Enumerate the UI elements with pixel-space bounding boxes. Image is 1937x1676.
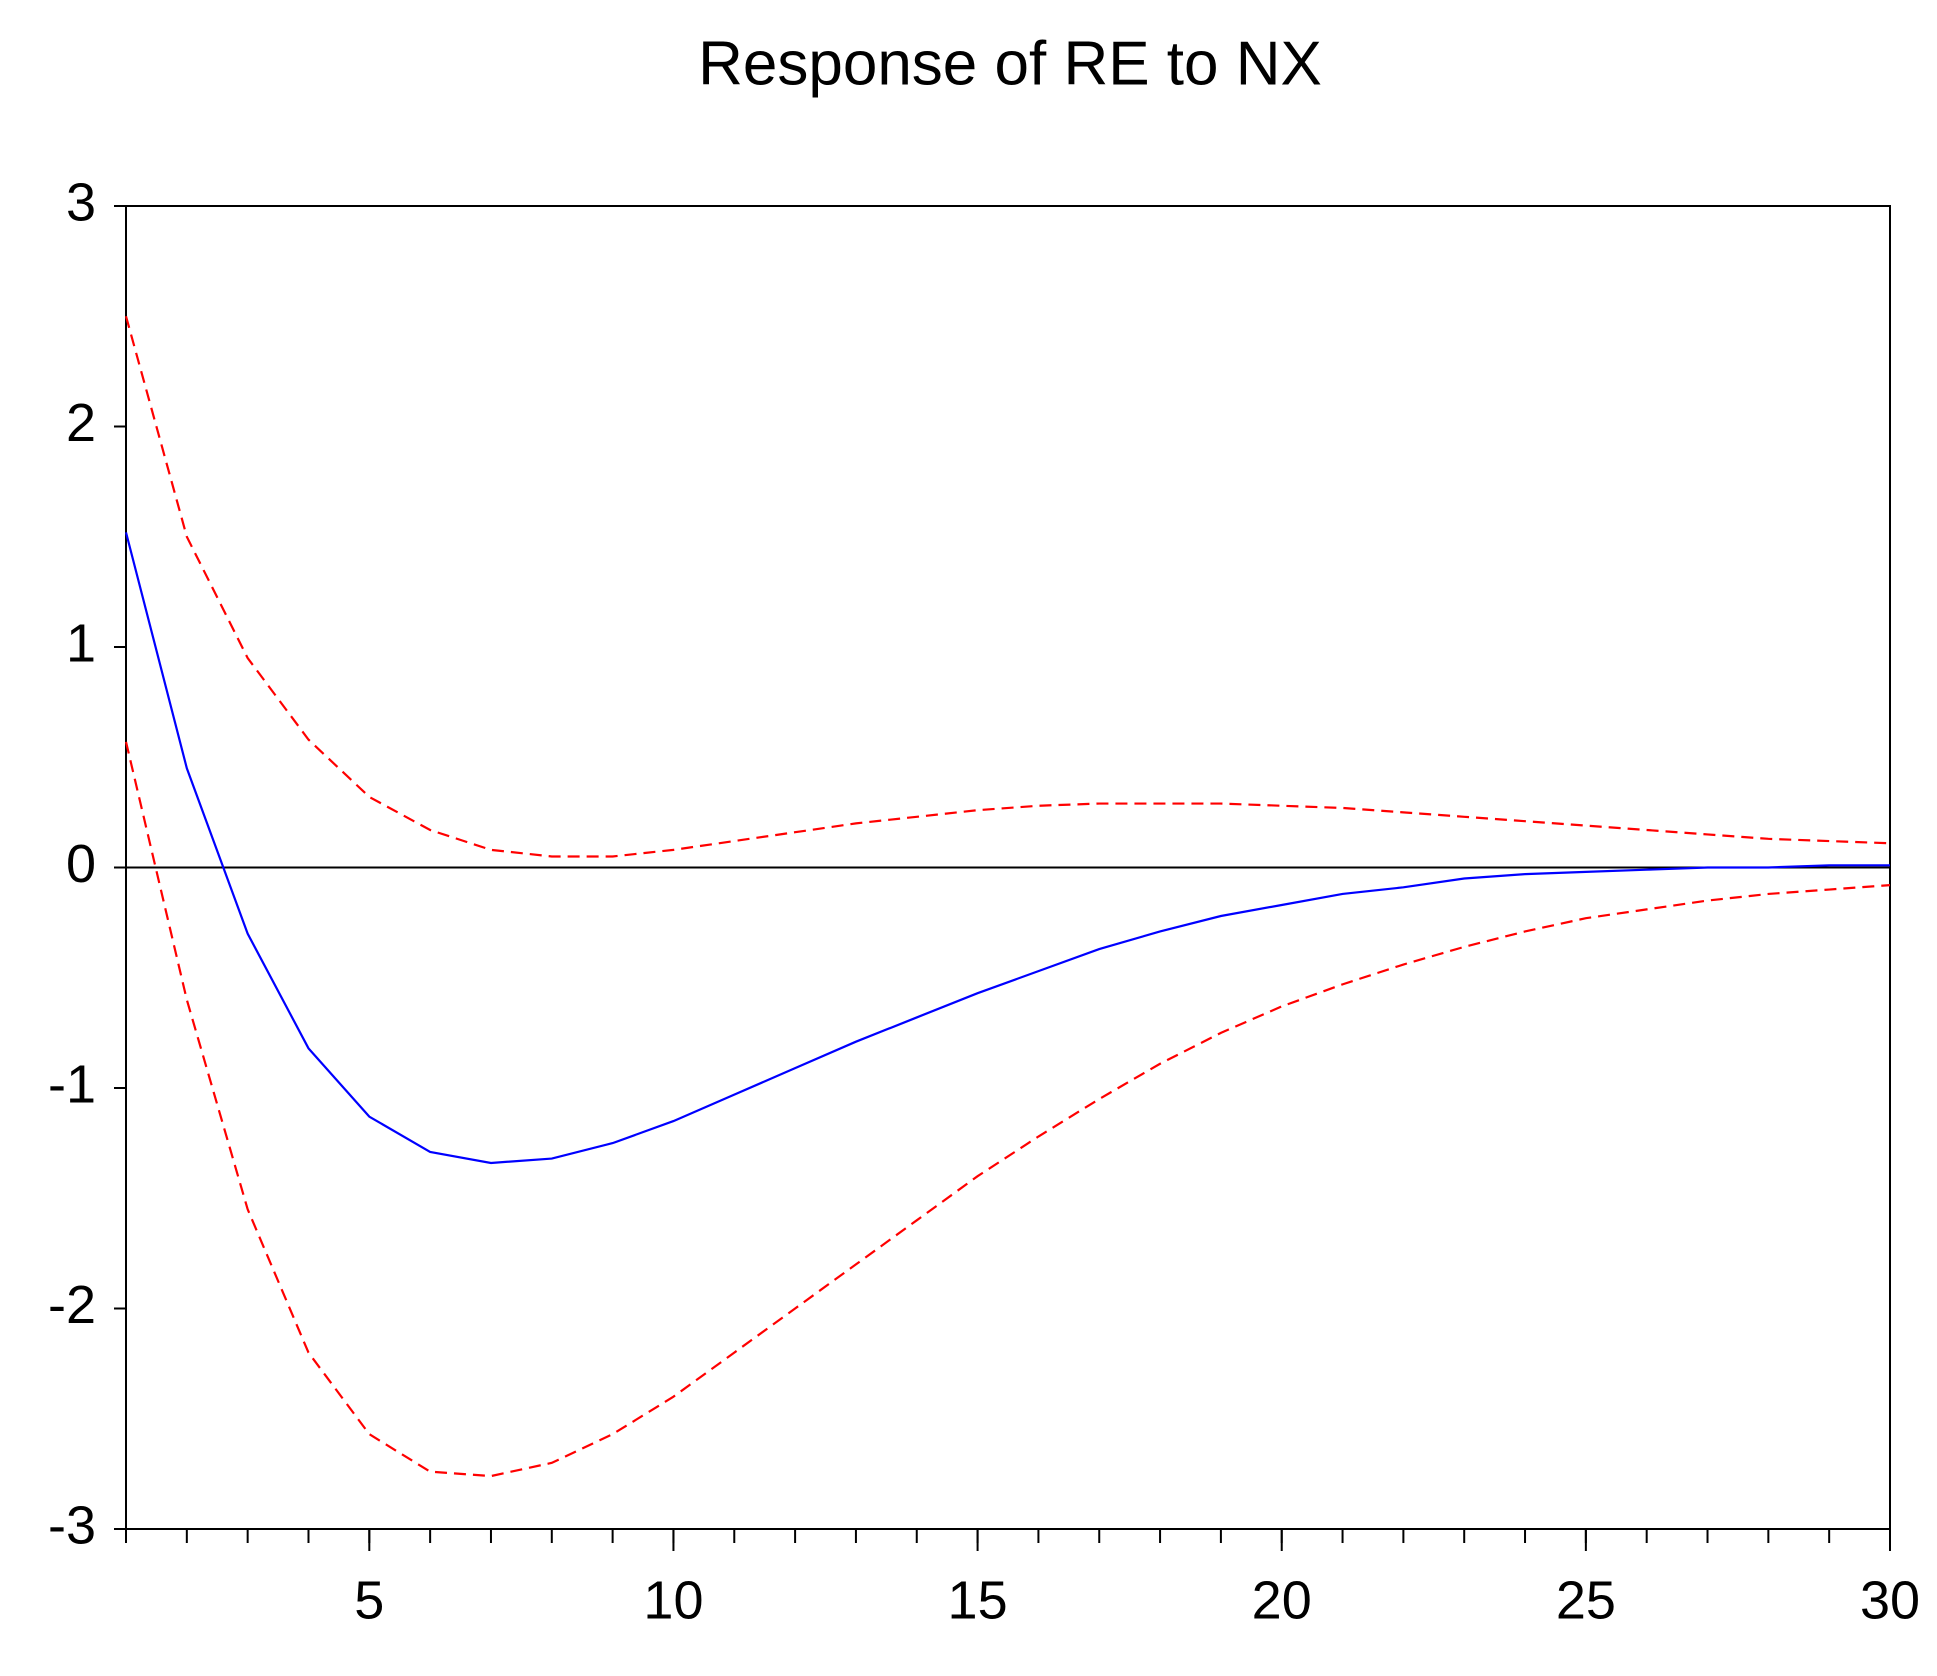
series-line bbox=[124, 741, 1891, 1478]
y-tick-label: -1 bbox=[48, 1054, 96, 1114]
y-tick-label: 1 bbox=[66, 613, 96, 673]
y-tick-label: -2 bbox=[48, 1275, 96, 1335]
y-tick-label: 0 bbox=[66, 834, 96, 894]
chart-title: Response of RE to NX bbox=[698, 29, 1322, 98]
series-line bbox=[124, 532, 1890, 1165]
x-tick-label: 25 bbox=[1556, 1570, 1616, 1630]
x-tick-label: 10 bbox=[643, 1570, 703, 1630]
x-tick-label: 15 bbox=[948, 1570, 1008, 1630]
x-tick-label: 5 bbox=[354, 1570, 384, 1630]
x-tick-label: 20 bbox=[1252, 1570, 1312, 1630]
y-tick-label: 3 bbox=[66, 172, 96, 232]
y-tick-label: 2 bbox=[66, 393, 96, 453]
x-tick-label: 30 bbox=[1860, 1570, 1920, 1630]
y-tick-label: -3 bbox=[48, 1495, 96, 1555]
series-line bbox=[124, 315, 1891, 858]
